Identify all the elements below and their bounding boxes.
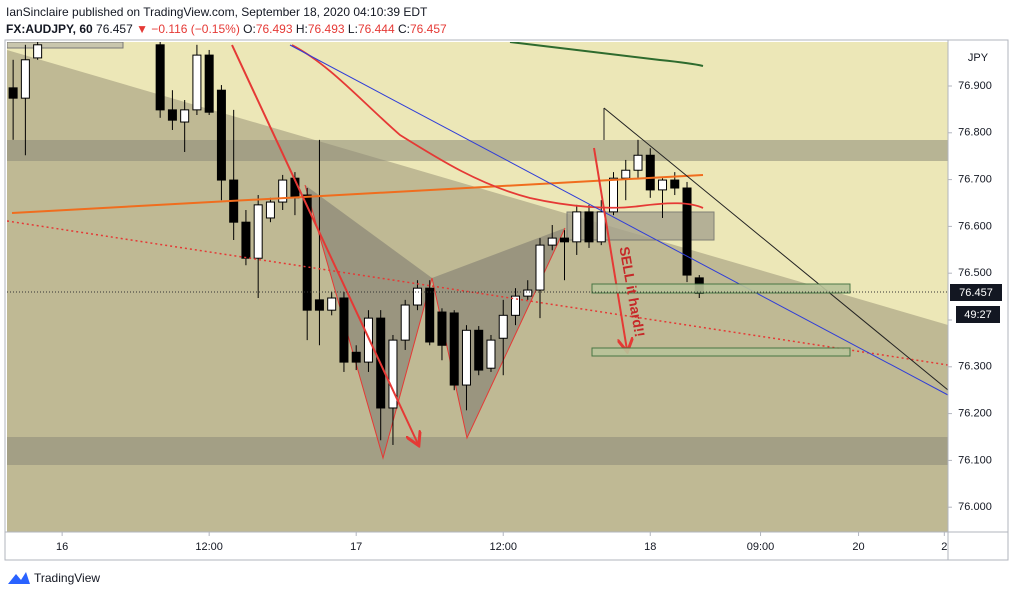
header: IanSinclaire published on TradingView.co… [6,4,447,38]
ohlc-value: 76.457 [409,22,447,36]
x-tick-label: 12:00 [489,541,517,553]
price-label-box [950,284,1002,301]
candle-body [609,177,619,213]
frame [4,39,1009,561]
candle-body [400,304,410,341]
candle-body [180,109,190,123]
candle-body [425,287,435,343]
drawings-under [7,42,948,532]
candle-body [670,179,680,189]
symbol: FX:AUDJPY, 60 [6,22,93,36]
candle-body [314,299,324,311]
brand: TradingView [34,571,100,585]
candle-body [351,351,361,363]
brand-logo [8,572,30,584]
candle-body [253,204,263,259]
candle-body [33,44,43,59]
x-tick-label: 12:00 [195,541,223,553]
publisher: IanSinclaire published on TradingView.co… [6,5,428,19]
candle-body [155,44,165,111]
candle-body [535,244,545,291]
candle-body [658,179,668,191]
price-label: 76.457 [959,287,993,299]
candle-body [572,211,582,243]
symbol-line: FX:AUDJPY, 60 76.457 ▼ −0.116 (−0.15%) O… [6,21,447,38]
countdown-box [956,306,1000,323]
drawings-over [7,42,948,444]
candle-body [474,329,484,371]
candle-body [265,201,275,219]
candle-body [363,317,373,363]
candle-body [498,314,508,339]
candle-body [339,297,349,363]
ohlc-value: 76.493 [307,22,345,36]
y-tick-label: 76.200 [958,408,992,420]
y-tick-label: 76.100 [958,454,992,466]
candle-body [302,194,312,311]
currency: JPY [968,52,989,64]
x-tick-label: 20 [852,541,864,553]
countdown: 49:27 [964,309,992,321]
candle-body [596,211,606,243]
candle-body [510,295,520,316]
candle-body [645,154,655,191]
y-tick-label: 76.800 [958,127,992,139]
candle-body [584,211,594,243]
candle-body [192,54,202,111]
x-tick-label: 17 [350,541,362,553]
candle-body [547,237,557,246]
candle-body [204,54,214,113]
candle-body [388,339,398,409]
ohlc: O:76.493 H:76.493 L:76.444 C:76.457 [240,22,447,36]
y-tick-label: 76.600 [958,220,992,232]
candle-body [461,329,471,386]
y-tick-label: 76.000 [958,501,992,513]
axes: 76.00076.10076.20076.30076.40076.50076.6… [56,80,992,553]
candle-body [241,221,251,259]
candle-body [486,339,496,369]
x-tick-label: 2 [941,541,947,553]
candles [8,42,704,445]
candle-body [523,289,533,297]
ohlc-value: 76.444 [357,22,395,36]
y-tick-label: 76.500 [958,267,992,279]
candle-body [437,311,447,346]
ohlc-label: L: [347,22,358,36]
candle-body [621,169,631,179]
x-tick-label: 16 [56,541,68,553]
candle-body [278,179,288,203]
candle-body [216,89,226,181]
change: ▼ −0.116 (−0.15%) [136,22,240,36]
candle-body [633,154,643,171]
x-tick-label: 09:00 [747,541,775,553]
ohlc-label: C: [397,22,410,36]
candle-body [412,287,422,306]
candle-body [20,59,30,99]
y-tick-label: 76.700 [958,173,992,185]
candle-body [449,312,459,386]
ohlc-label: O: [243,22,256,36]
candle-body [559,237,569,243]
x-tick-label: 18 [644,541,656,553]
candle-body [167,109,177,121]
ohlc-label: H: [295,22,308,36]
candle-body [682,187,692,276]
y-tick-label: 76.900 [958,80,992,92]
ohlc-value: 76.493 [255,22,293,36]
last: 76.457 [96,22,133,36]
candle-body [8,87,18,99]
candle-body [327,297,337,311]
y-tick-label: 76.300 [958,361,992,373]
